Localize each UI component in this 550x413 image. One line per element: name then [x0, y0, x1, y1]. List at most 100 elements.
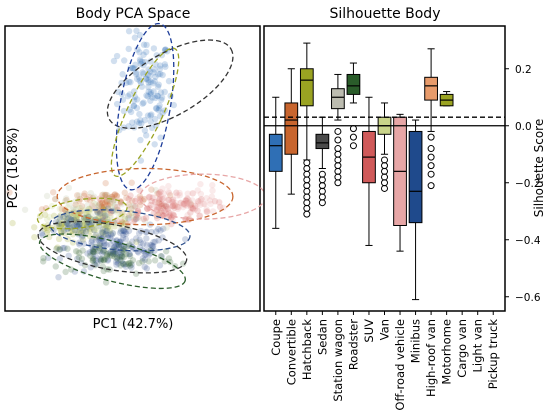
pca-point: [92, 257, 100, 264]
pca-point: [140, 99, 147, 106]
pca-point: [139, 197, 147, 204]
pca-point: [100, 247, 107, 255]
pca-point: [67, 228, 75, 235]
pca-point: [76, 221, 83, 228]
pca-point: [165, 77, 173, 85]
pca-point: [65, 184, 73, 192]
pca-point: [65, 221, 72, 228]
pca-point: [152, 198, 159, 206]
pca-point: [62, 268, 69, 276]
pca-point: [120, 231, 127, 239]
pca-point: [73, 192, 81, 199]
pca-point: [147, 201, 154, 209]
pca-point: [94, 203, 102, 211]
pca-point: [155, 199, 163, 206]
pca-point: [111, 243, 118, 251]
pca-point: [188, 204, 195, 211]
pca-ylabel: PC2 (16.8%): [6, 128, 21, 209]
pca-point: [86, 226, 93, 233]
box-high-roof-van: [424, 48, 438, 190]
pca-point: [103, 222, 110, 229]
pca-point: [149, 242, 157, 250]
pca-point: [137, 136, 144, 144]
pca-point: [125, 223, 132, 230]
pca-point: [110, 196, 118, 204]
pca-point: [155, 104, 163, 112]
pca-point: [76, 241, 83, 248]
pca-point: [140, 70, 147, 77]
pca-point: [155, 204, 162, 211]
silhouette-ylabel: Silhouette Score: [532, 119, 546, 217]
pca-point: [113, 100, 121, 108]
pca-point: [143, 75, 150, 82]
pca-point: [158, 200, 165, 208]
pca-point: [70, 204, 77, 212]
pca-point: [136, 236, 143, 243]
pca-point: [198, 195, 205, 203]
pca-point: [121, 189, 128, 196]
pca-point: [154, 83, 162, 90]
pca-point: [147, 91, 154, 98]
pca-point: [119, 71, 126, 78]
pca-point: [116, 238, 123, 246]
pca-point: [78, 203, 86, 210]
pca-point: [176, 189, 183, 197]
pca-point: [117, 262, 124, 269]
pca-point: [126, 250, 133, 258]
pca-point: [125, 212, 133, 219]
pca-point: [56, 246, 64, 253]
pca-point: [157, 253, 165, 260]
pca-point: [160, 195, 168, 202]
pca-point: [121, 213, 129, 220]
pca-point: [152, 228, 160, 235]
pca-point: [119, 260, 126, 267]
pca-point: [53, 245, 60, 252]
pca-point: [83, 221, 90, 228]
pca-point: [87, 215, 94, 223]
pca-point: [121, 57, 128, 64]
pca-point: [61, 244, 68, 252]
pca-point: [147, 97, 154, 104]
pca-point: [48, 202, 56, 210]
pca-point: [110, 57, 118, 65]
pca-point: [166, 258, 174, 266]
pca-point: [74, 215, 81, 223]
pca-point: [128, 261, 135, 268]
pca-point: [91, 227, 98, 234]
pca-point: [144, 93, 151, 100]
pca-point: [92, 225, 99, 232]
pca-point: [96, 240, 104, 248]
box-hatchback: [299, 42, 314, 218]
pca-point: [130, 218, 137, 225]
pca-point: [130, 88, 138, 95]
pca-point: [124, 92, 132, 100]
pca-point: [81, 218, 88, 225]
pca-point: [151, 141, 158, 148]
pca-point: [55, 273, 62, 281]
pca-point: [143, 205, 151, 212]
pca-point: [98, 229, 106, 236]
y-tick-label: 0.0: [515, 121, 532, 133]
pca-point: [165, 182, 172, 190]
pca-point: [140, 41, 148, 48]
pca-point: [63, 215, 71, 222]
pca-point: [164, 205, 171, 212]
confidence-ellipse: [37, 220, 188, 274]
pca-point: [160, 201, 167, 209]
pca-point: [83, 210, 90, 218]
pca-point: [136, 193, 144, 200]
pca-point: [107, 231, 115, 238]
pca-point: [73, 218, 80, 225]
pca-point: [113, 255, 121, 262]
pca-point: [38, 206, 46, 213]
pca-point: [109, 207, 116, 215]
box-roadster: [346, 62, 361, 150]
pca-point: [89, 202, 96, 210]
pca-point: [163, 224, 170, 231]
pca-point: [108, 232, 115, 239]
pca-point: [102, 255, 109, 263]
silhouette-x-axis: Coupe Convertible Hatchback Sedan Station wa…: [269, 311, 500, 411]
pca-point: [89, 247, 96, 255]
pca-point: [101, 231, 109, 238]
pca-point: [131, 34, 139, 41]
